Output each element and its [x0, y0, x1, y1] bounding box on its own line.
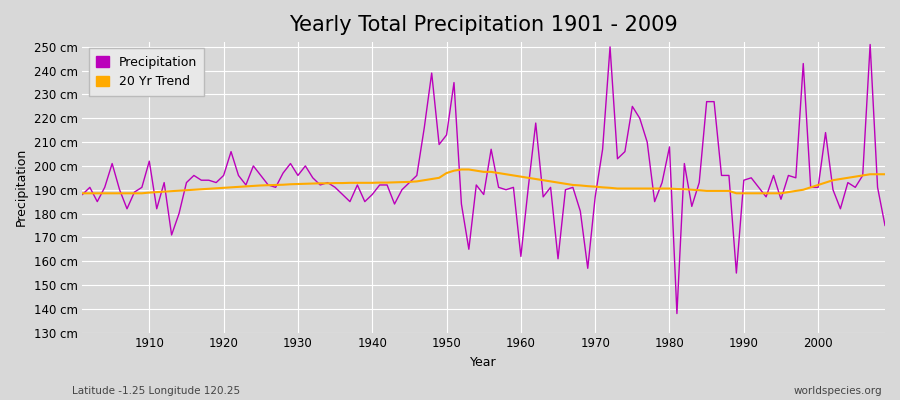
20 Yr Trend — [300, 181, 310, 186]
20 Yr Trend — [879, 172, 890, 177]
20 Yr Trend — [523, 176, 534, 180]
Text: Latitude -1.25 Longitude 120.25: Latitude -1.25 Longitude 120.25 — [72, 386, 240, 396]
20 Yr Trend — [516, 174, 526, 179]
Precipitation — [77, 192, 88, 197]
Text: worldspecies.org: worldspecies.org — [794, 386, 882, 396]
Legend: Precipitation, 20 Yr Trend: Precipitation, 20 Yr Trend — [89, 48, 204, 96]
Precipitation — [879, 223, 890, 228]
Precipitation — [516, 254, 526, 259]
X-axis label: Year: Year — [471, 356, 497, 369]
20 Yr Trend — [137, 191, 148, 196]
Line: 20 Yr Trend: 20 Yr Trend — [83, 170, 885, 193]
20 Yr Trend — [456, 167, 467, 172]
20 Yr Trend — [77, 191, 88, 196]
20 Yr Trend — [612, 186, 623, 191]
Precipitation — [865, 42, 876, 47]
Precipitation — [508, 185, 518, 190]
Precipitation — [345, 199, 356, 204]
Y-axis label: Precipitation: Precipitation — [15, 148, 28, 226]
Precipitation — [300, 164, 310, 168]
Precipitation — [605, 44, 616, 49]
Line: Precipitation: Precipitation — [83, 44, 885, 314]
20 Yr Trend — [345, 180, 356, 185]
Title: Yearly Total Precipitation 1901 - 2009: Yearly Total Precipitation 1901 - 2009 — [289, 15, 678, 35]
Precipitation — [137, 185, 148, 190]
Precipitation — [671, 311, 682, 316]
